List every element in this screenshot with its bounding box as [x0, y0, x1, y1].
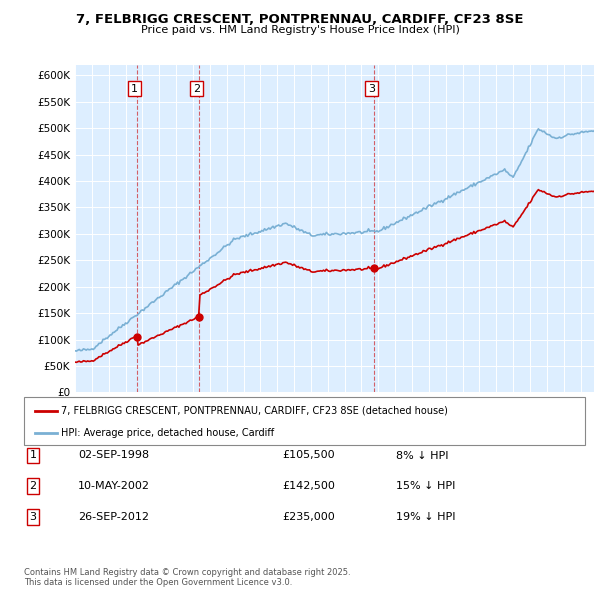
- Text: HPI: Average price, detached house, Cardiff: HPI: Average price, detached house, Card…: [61, 428, 274, 438]
- Text: 15% ↓ HPI: 15% ↓ HPI: [396, 481, 455, 491]
- Text: £142,500: £142,500: [282, 481, 335, 491]
- Text: 26-SEP-2012: 26-SEP-2012: [78, 512, 149, 522]
- Text: 7, FELBRIGG CRESCENT, PONTPRENNAU, CARDIFF, CF23 8SE: 7, FELBRIGG CRESCENT, PONTPRENNAU, CARDI…: [76, 13, 524, 26]
- Text: 2: 2: [193, 84, 200, 94]
- Text: 1: 1: [29, 451, 37, 460]
- Text: 3: 3: [29, 512, 37, 522]
- Text: 10-MAY-2002: 10-MAY-2002: [78, 481, 150, 491]
- Text: 3: 3: [368, 84, 375, 94]
- Text: Price paid vs. HM Land Registry's House Price Index (HPI): Price paid vs. HM Land Registry's House …: [140, 25, 460, 35]
- Text: £235,000: £235,000: [282, 512, 335, 522]
- Text: 02-SEP-1998: 02-SEP-1998: [78, 451, 149, 460]
- Text: 19% ↓ HPI: 19% ↓ HPI: [396, 512, 455, 522]
- Text: Contains HM Land Registry data © Crown copyright and database right 2025.
This d: Contains HM Land Registry data © Crown c…: [24, 568, 350, 587]
- Text: 8% ↓ HPI: 8% ↓ HPI: [396, 451, 449, 460]
- Text: 1: 1: [131, 84, 138, 94]
- Text: 2: 2: [29, 481, 37, 491]
- Text: £105,500: £105,500: [282, 451, 335, 460]
- Text: 7, FELBRIGG CRESCENT, PONTPRENNAU, CARDIFF, CF23 8SE (detached house): 7, FELBRIGG CRESCENT, PONTPRENNAU, CARDI…: [61, 405, 448, 415]
